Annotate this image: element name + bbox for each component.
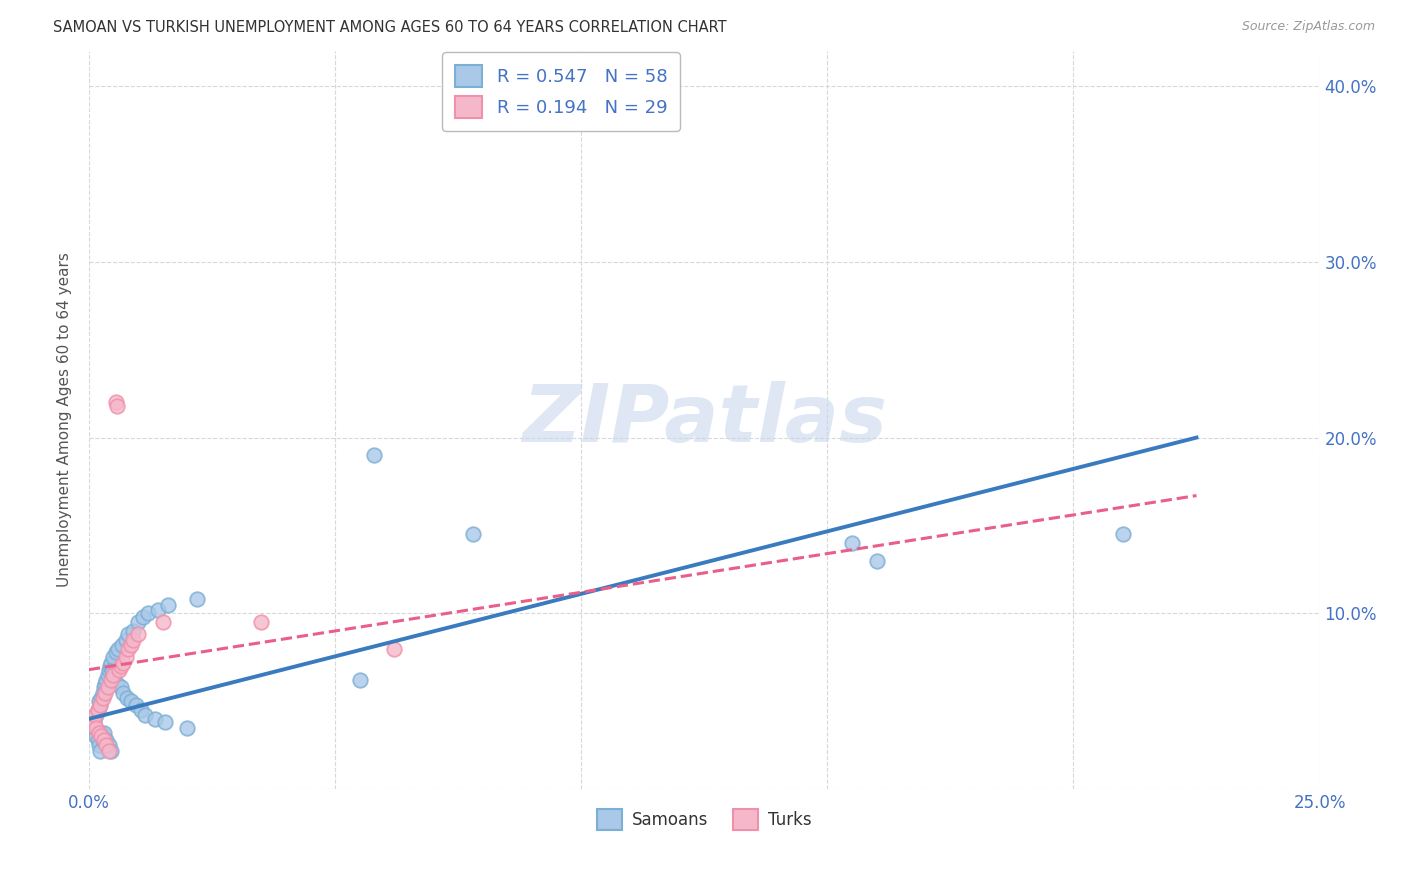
Point (87, 694, 110, 708)
Point (96, 668, 118, 682)
Y-axis label: Unemployment Among Ages 60 to 64 years: Unemployment Among Ages 60 to 64 years (58, 252, 72, 588)
Point (132, 610, 155, 624)
Point (112, 685, 135, 699)
Point (93, 676, 115, 690)
Point (117, 627, 139, 641)
Point (841, 536, 863, 550)
Point (152, 615, 174, 629)
Point (250, 615, 273, 629)
Point (86, 703, 108, 717)
Point (127, 615, 149, 629)
Point (83, 715, 105, 730)
Point (127, 627, 149, 641)
Point (103, 668, 125, 682)
Point (84, 730, 107, 744)
Point (83, 715, 105, 730)
Point (97, 738, 120, 752)
Point (90, 690, 112, 705)
Point (176, 721, 198, 735)
Point (89, 698, 111, 712)
Point (96, 680, 118, 694)
Text: SAMOAN VS TURKISH UNEMPLOYMENT AMONG AGES 60 TO 64 YEARS CORRELATION CHART: SAMOAN VS TURKISH UNEMPLOYMENT AMONG AGE… (53, 20, 727, 35)
Point (89, 743, 111, 757)
Point (382, 641, 405, 656)
Point (105, 399, 128, 413)
Point (82, 712, 104, 726)
Point (100, 673, 122, 688)
Point (94, 673, 117, 688)
Point (93, 733, 115, 747)
Point (93, 685, 115, 699)
Point (87, 738, 110, 752)
Point (122, 632, 145, 647)
Point (104, 395, 127, 409)
Point (124, 698, 146, 712)
Point (186, 592, 208, 607)
Point (103, 668, 125, 682)
Point (136, 607, 159, 621)
Point (90, 726, 112, 740)
Point (94, 733, 117, 747)
Point (117, 690, 139, 705)
Point (117, 641, 139, 656)
Point (112, 656, 135, 670)
Point (87, 726, 110, 740)
Point (114, 632, 136, 647)
Point (110, 659, 132, 673)
Point (108, 663, 131, 677)
Point (114, 650, 136, 665)
Point (94, 738, 117, 752)
Text: ZIPatlas: ZIPatlas (522, 381, 887, 459)
Point (103, 650, 125, 665)
Point (93, 680, 115, 694)
Point (120, 638, 142, 652)
Legend: Samoans, Turks: Samoans, Turks (591, 803, 818, 837)
Point (97, 743, 120, 757)
Point (100, 743, 122, 757)
Point (100, 656, 122, 670)
Point (89, 698, 111, 712)
Point (363, 448, 385, 462)
Point (120, 694, 142, 708)
Point (90, 730, 112, 744)
Point (865, 554, 887, 568)
Point (349, 673, 371, 688)
Point (101, 663, 124, 677)
Point (84, 708, 107, 723)
Point (153, 715, 176, 730)
Point (83, 721, 105, 735)
Point (93, 726, 115, 740)
Point (122, 624, 145, 638)
Point (91, 733, 114, 747)
Point (98, 659, 121, 673)
Point (86, 703, 108, 717)
Point (1111, 527, 1133, 541)
Point (156, 598, 179, 612)
Point (91, 685, 114, 699)
Point (146, 603, 169, 617)
Point (129, 703, 152, 717)
Point (83, 708, 105, 723)
Point (134, 708, 156, 723)
Point (97, 663, 120, 677)
Text: Source: ZipAtlas.com: Source: ZipAtlas.com (1241, 20, 1375, 33)
Point (143, 712, 166, 726)
Point (461, 527, 484, 541)
Point (111, 638, 134, 652)
Point (82, 712, 104, 726)
Point (107, 641, 129, 656)
Point (86, 733, 108, 747)
Point (104, 645, 127, 659)
Point (110, 680, 132, 694)
Point (105, 676, 128, 690)
Point (91, 690, 114, 705)
Point (84, 721, 107, 735)
